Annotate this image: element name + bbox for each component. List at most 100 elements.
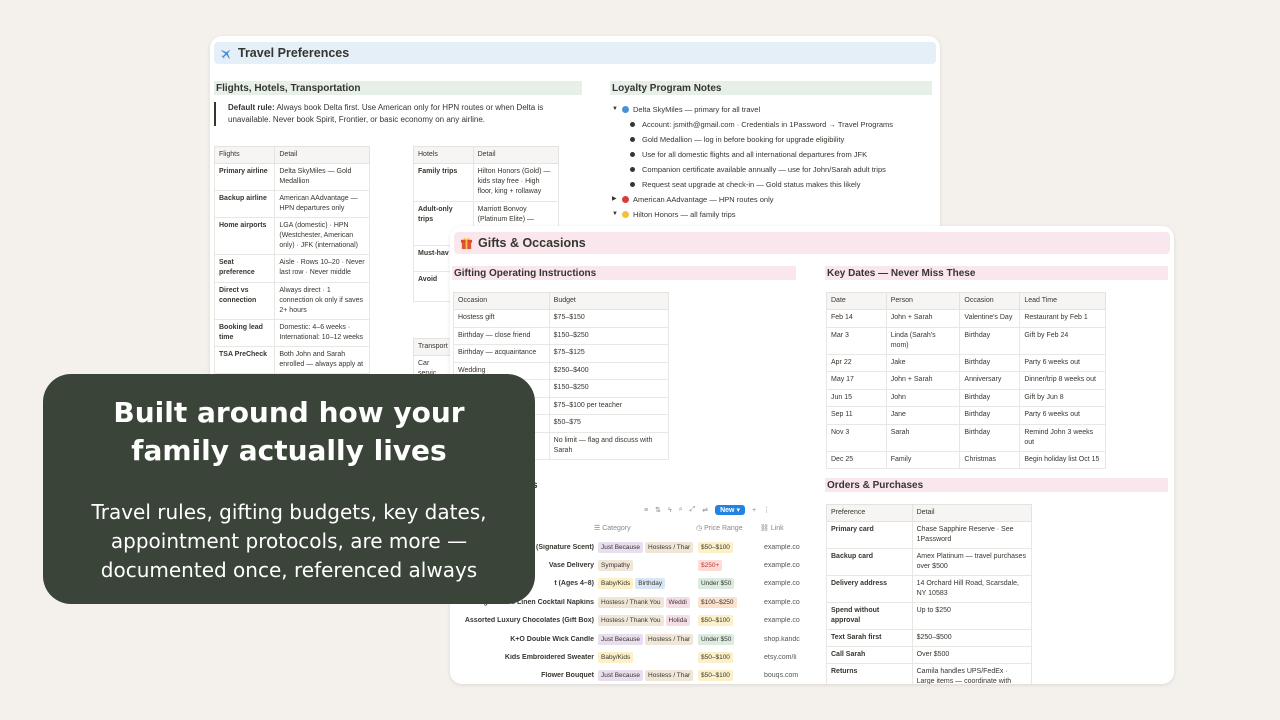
expand-icon[interactable]: ⤢: [689, 506, 696, 513]
gift-db-row[interactable]: e (Signature Scent) Just Because Hostess /…: [450, 538, 830, 556]
hotels-header-1: Detail: [472, 146, 560, 164]
callout-bold: Default rule:: [228, 103, 275, 112]
toggle-hilton[interactable]: ▼ Hilton Honors — all family trips: [612, 207, 932, 222]
hotels-cell: Family trips: [413, 163, 474, 202]
flights-row: Seat preference Aisle · Rows 10–20 · Neve…: [213, 254, 370, 283]
dates-cell: Family: [885, 450, 961, 469]
flights-cell: Primary airline: [213, 163, 276, 191]
orders-cell: Up to $250: [911, 602, 1033, 630]
sort-icon[interactable]: ⇅: [655, 507, 661, 514]
dates-cell: Party 6 weeks out: [1019, 406, 1106, 425]
category-tags: Hostess / Thank You Weddi: [598, 596, 694, 608]
add-view-icon[interactable]: +: [751, 506, 757, 514]
price-tag: $50–$100: [698, 670, 733, 682]
dates-cell: Gift by Jun 8: [1019, 388, 1106, 407]
category-tags: Sympathy: [598, 559, 694, 571]
delta-note-text: Request seat upgrade at check-in — Gold …: [642, 180, 861, 189]
more-icon[interactable]: ⋮: [763, 507, 771, 514]
gift-link[interactable]: etsy.com/li: [764, 653, 797, 661]
category-tag: Hostess / Thar: [645, 670, 694, 682]
orders-cell: Primary card: [826, 521, 913, 549]
gift-link[interactable]: example.co: [764, 561, 800, 569]
dates-row: Sep 11 Jane Birthday Party 6 weeks out: [826, 406, 1106, 425]
dates-cell: Dec 25: [826, 450, 887, 469]
settings-icon[interactable]: ⇌: [702, 507, 709, 514]
category-tags: Baby/Kids: [598, 651, 694, 663]
dates-cell: Birthday: [959, 353, 1021, 372]
dates-cell: Dinner/trip 8 weeks out: [1019, 371, 1106, 390]
dates-cell: Linda (Sarah's mom): [885, 326, 961, 355]
dates-row: Dec 25 Family Christmas Begin holiday list …: [826, 450, 1106, 469]
budget-cell: $250–$400: [548, 361, 670, 380]
dates-row: Jun 15 John Birthday Gift by Jun 8: [826, 388, 1106, 407]
budget-cell: Birthday — close friend: [453, 326, 550, 345]
category-tag: Just Because: [598, 670, 644, 682]
caret-right-icon[interactable]: ▶: [612, 196, 617, 202]
gift-db-row[interactable]: Vase Delivery Sympathy $250+ example.co: [450, 556, 830, 574]
gifts-occasions-page: Gifts & Occasions Gifting Operating Inst…: [450, 226, 1174, 684]
gift-link[interactable]: example.co: [764, 617, 800, 625]
dates-cell: Birthday: [959, 388, 1021, 407]
gift-link[interactable]: example.co: [764, 598, 800, 606]
gift-db-row[interactable]: t (Ages 4–8) Baby/Kids Birthday Under $50 ex…: [450, 575, 830, 593]
gift-db-row[interactable]: Flower Bouquet Just Because Hostess / Thar…: [450, 667, 830, 684]
gifting-section-heading: Gifting Operating Instructions: [452, 266, 796, 280]
dates-header-1: Person: [885, 292, 961, 310]
orders-cell: Chase Sapphire Reserve · See 1Password: [911, 521, 1033, 549]
search-icon[interactable]: ⌕: [678, 506, 683, 513]
orders-cell: $250–$500: [911, 629, 1033, 647]
airplane-icon: [221, 49, 231, 59]
flights-cell: Home airports: [213, 217, 276, 255]
caret-down-icon[interactable]: ▼: [612, 211, 618, 217]
flights-row: Booking lead time Domestic: 4–6 weeks · I…: [213, 319, 370, 347]
budget-table: Occasion Budget Hostess gift $75–$150 Birth…: [453, 292, 670, 460]
gift-db-row[interactable]: K+O Double Wick Candle Just Because Hostes…: [450, 630, 830, 648]
price-tag: Under $50: [698, 633, 735, 645]
database-toolbar: ≡ ⇅ ϟ ⌕ ⤢ ⇌ New ▾ + ⋮: [644, 503, 770, 517]
gift-link[interactable]: example.co: [764, 580, 800, 588]
price-tag: $50–$100: [698, 615, 733, 627]
toggle-american[interactable]: ▶ American AAdvantage — HPN routes only: [612, 192, 932, 207]
flights-row: Backup airline American AAdvantage — HPN …: [213, 190, 370, 218]
flights-cell: Both John and Sarah enrolled — always ap…: [274, 346, 370, 374]
dates-cell: Gift by Feb 24: [1019, 326, 1106, 355]
gift-db-row[interactable]: Kids Embroidered Sweater Baby/Kids $50–$10…: [450, 648, 830, 666]
toggle-delta[interactable]: ▼ Delta SkyMiles — primary for all trave…: [612, 102, 932, 117]
dates-cell: Sep 11: [826, 406, 887, 425]
new-button[interactable]: New ▾: [715, 505, 745, 515]
flights-cell: Seat preference: [213, 254, 276, 283]
default-rule-callout: Default rule: Always book Delta first. U…: [214, 102, 544, 126]
gift-db-row[interactable]: Assorted Luxury Chocolates (Gift Box) Hos…: [450, 612, 830, 630]
col-price[interactable]: ◷ Price Range: [696, 525, 743, 532]
gift-link[interactable]: example.co: [764, 543, 800, 551]
budget-cell: $75–$150: [548, 309, 670, 328]
filter-icon[interactable]: ≡: [644, 506, 649, 514]
orders-cell: Camila handles UPS/FedEx · Large items —…: [911, 663, 1033, 684]
gift-link[interactable]: shop.kandc: [764, 635, 800, 643]
dates-cell: Anniversary: [959, 371, 1021, 390]
budget-row: Hostess gift $75–$150: [453, 309, 670, 328]
orders-row: Text Sarah first $250–$500: [826, 629, 1033, 647]
bullet-icon: [630, 182, 635, 187]
category-tag: Sympathy: [598, 559, 633, 571]
automation-icon[interactable]: ϟ: [667, 506, 672, 514]
dates-cell: May 17: [826, 371, 887, 390]
budget-cell: Hostess gift: [453, 309, 550, 328]
gift-name: e (Signature Scent): [530, 543, 594, 551]
bullet-icon: [630, 137, 635, 142]
delta-note-item: Use for all domestic flights and all int…: [612, 147, 932, 162]
orders-cell: Returns: [826, 663, 913, 684]
caret-down-icon[interactable]: ▼: [612, 106, 618, 112]
orders-row: Backup card Amex Platinum — travel purcha…: [826, 548, 1033, 576]
gift-name: Vase Delivery: [548, 561, 594, 569]
col-link[interactable]: ⛓ Link: [760, 525, 784, 532]
flights-table: Flights Detail Primary airline Delta SkyMi…: [213, 146, 370, 374]
promo-body: Travel rules, gifting budgets, key dates…: [91, 500, 487, 582]
col-category[interactable]: ☰ Category: [594, 525, 631, 532]
flights-row: Direct vs connection Always direct · 1 co…: [213, 282, 370, 320]
dates-cell: Valentine's Day: [959, 309, 1021, 328]
gift-db-row[interactable]: Monogrammed Linen Cocktail Napkins Hostes…: [450, 593, 830, 611]
gift-link[interactable]: bouqs.com: [764, 672, 799, 680]
budget-cell: $75–$125: [548, 344, 670, 363]
dates-cell: Party 6 weeks out: [1019, 353, 1106, 372]
